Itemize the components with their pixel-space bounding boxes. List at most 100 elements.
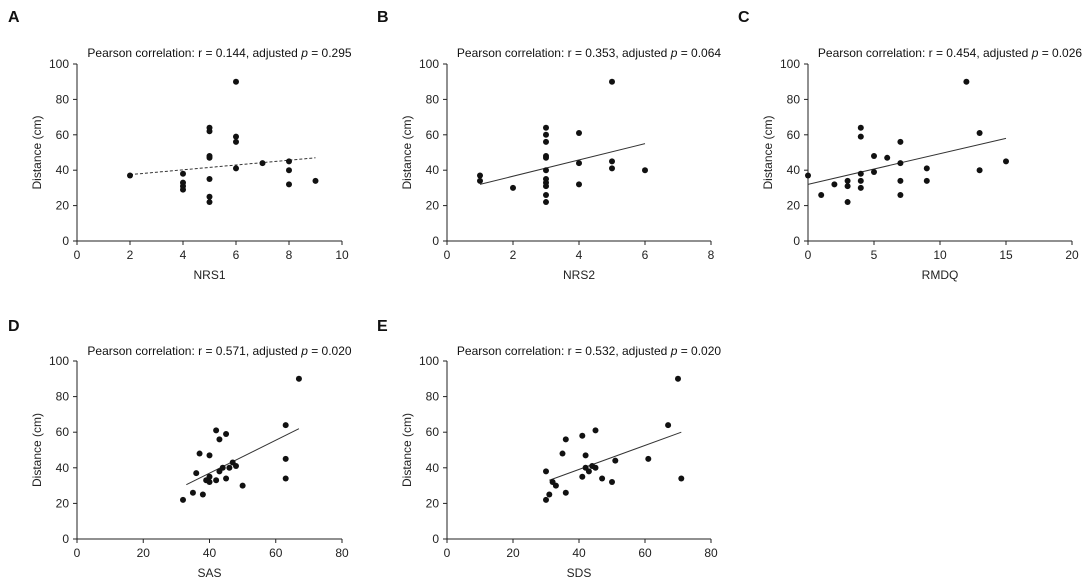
panel-d: D Pearson correlation: r = 0.571, adjuste…: [8, 318, 352, 580]
title-p-symbol: p: [670, 344, 678, 358]
data-point: [206, 473, 213, 480]
x-tick-label: 0: [74, 248, 81, 262]
title-text: Pearson correlation: r = 0.144, adjusted: [87, 46, 301, 60]
data-point: [897, 191, 904, 198]
data-point: [609, 158, 615, 165]
y-tick-label: 100: [780, 57, 800, 71]
title-text: Pearson correlation: r = 0.353, adjusted: [457, 46, 671, 60]
x-axis-label: RMDQ: [922, 268, 959, 282]
x-tick-label: 10: [933, 248, 947, 262]
y-tick-label: 60: [56, 128, 70, 142]
data-point: [282, 455, 289, 462]
data-point: [897, 160, 904, 167]
x-tick-label: 0: [444, 248, 451, 262]
x-tick-label: 6: [233, 248, 240, 262]
y-tick-label: 60: [426, 128, 440, 142]
x-tick-label: 2: [127, 248, 134, 262]
panel-c: C Pearson correlation: r = 0.454, adjuste…: [738, 9, 1082, 282]
data-point: [282, 422, 289, 429]
data-point: [295, 375, 302, 382]
regression-line: [549, 431, 682, 481]
data-point: [543, 496, 549, 503]
panel-letter: B: [377, 9, 389, 26]
data-point: [844, 177, 851, 184]
title-p-symbol: p: [1031, 46, 1039, 60]
y-tick-label: 100: [419, 354, 439, 368]
regression-line: [479, 143, 646, 185]
title-p-value: = 0.295: [308, 46, 352, 60]
data-point: [543, 183, 549, 190]
data-point: [857, 170, 864, 177]
data-point: [199, 491, 206, 498]
data-point: [897, 138, 904, 145]
data-point: [543, 131, 549, 138]
data-point: [576, 130, 582, 137]
title-p-symbol: p: [300, 46, 308, 60]
data-point: [196, 450, 203, 457]
y-axis-label: Distance (cm): [30, 115, 44, 189]
data-point: [675, 375, 681, 382]
data-point: [609, 479, 615, 486]
y-tick-label: 20: [426, 496, 440, 510]
data-point: [213, 427, 220, 434]
y-tick-label: 80: [56, 390, 70, 404]
data-point: [543, 154, 549, 161]
data-point: [233, 133, 239, 140]
data-point: [805, 172, 811, 179]
data-point: [219, 464, 226, 471]
x-tick-label: 0: [805, 248, 812, 262]
data-point: [562, 489, 569, 496]
y-tick-label: 40: [56, 461, 70, 475]
x-tick-label: 20: [506, 546, 520, 560]
y-tick-label: 0: [793, 234, 800, 248]
data-point: [127, 172, 133, 179]
data-point: [206, 199, 213, 206]
x-tick-label: 60: [269, 546, 283, 560]
data-point: [216, 436, 223, 443]
data-point: [223, 430, 230, 437]
y-tick-label: 0: [62, 532, 69, 546]
data-point: [831, 181, 838, 188]
data-point: [609, 165, 615, 172]
data-point: [871, 153, 877, 160]
x-tick-label: 20: [1065, 248, 1079, 262]
data-point: [510, 184, 516, 191]
data-point: [543, 191, 549, 198]
data-point: [543, 468, 549, 475]
data-point: [282, 475, 289, 482]
title-p-value: = 0.020: [677, 344, 721, 358]
data-point: [576, 160, 582, 167]
x-axis-label: SDS: [567, 566, 592, 580]
data-point: [585, 468, 592, 475]
data-point: [897, 177, 904, 184]
x-tick-label: 80: [335, 546, 349, 560]
x-axis-label: SAS: [197, 566, 221, 580]
data-point: [559, 450, 566, 457]
panel-letter: A: [8, 9, 20, 26]
data-point: [543, 124, 549, 131]
y-tick-label: 100: [49, 57, 69, 71]
data-point: [193, 470, 200, 477]
data-point: [923, 165, 930, 172]
y-axis-label: Distance (cm): [400, 115, 414, 189]
x-tick-label: 20: [137, 546, 151, 560]
data-point: [213, 477, 220, 484]
y-tick-label: 80: [426, 92, 440, 106]
data-point: [543, 138, 549, 145]
data-point: [477, 177, 483, 184]
y-tick-label: 40: [56, 163, 70, 177]
panel-a: A Pearson correlation: r = 0.144, adjuste…: [8, 9, 352, 282]
panel-letter: D: [8, 318, 20, 335]
y-tick-label: 60: [56, 425, 70, 439]
data-point: [857, 124, 864, 131]
data-point: [312, 177, 319, 184]
y-tick-label: 20: [426, 199, 440, 213]
y-tick-label: 80: [787, 92, 801, 106]
x-tick-label: 0: [444, 546, 451, 560]
data-point: [233, 463, 239, 470]
data-point: [592, 427, 599, 434]
data-point: [233, 78, 239, 85]
data-point: [612, 457, 619, 464]
data-point: [223, 475, 230, 482]
x-axis-label: NRS1: [193, 268, 225, 282]
